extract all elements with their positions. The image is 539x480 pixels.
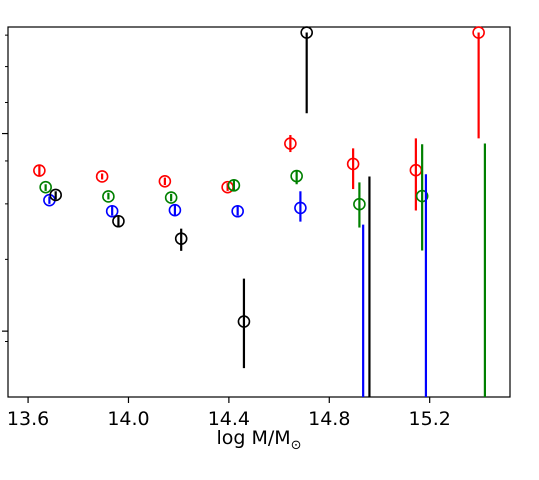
marker-s0-0 (33, 164, 46, 177)
marker-s0-2 (158, 174, 172, 188)
plot-frame (7, 26, 511, 398)
x-axis-label-subscript: ⊙ (291, 438, 302, 453)
x-tick-label-0: 13.6 (7, 408, 49, 430)
marker-s3-0 (49, 188, 62, 202)
point-s0-0 (33, 164, 46, 177)
x-axis-label: log M/M⊙ (216, 427, 301, 453)
marker-s2-3 (231, 204, 244, 218)
point-s3-4 (300, 26, 313, 114)
point-s0-2 (158, 174, 172, 188)
marker-s0-7 (472, 26, 485, 39)
point-s2-4 (294, 191, 307, 222)
x-axis-label-main: log M/M (216, 427, 290, 449)
marker-s1-3 (227, 179, 241, 192)
point-s3-0 (49, 188, 62, 202)
marker-s1-2 (164, 191, 178, 204)
point-s3-2 (174, 228, 188, 251)
marker-s1-1 (102, 190, 115, 203)
point-s3-1 (112, 214, 125, 228)
x-tick-label-2: 14.4 (208, 408, 250, 430)
point-s2-1 (105, 204, 119, 218)
point-s0-6 (409, 138, 423, 211)
marker-s3-4 (300, 26, 313, 39)
point-s0-4 (284, 135, 297, 153)
marker-s3-2 (174, 232, 188, 245)
point-s1-0 (39, 180, 52, 194)
marker-s2-2 (168, 203, 182, 217)
marker-s2-4 (294, 201, 307, 215)
marker-s3-3 (237, 315, 251, 328)
point-s3-3 (237, 278, 251, 369)
marker-s1-0 (39, 180, 52, 194)
marker-s3-1 (112, 214, 125, 228)
point-s1-1 (102, 190, 115, 203)
marker-s0-1 (95, 170, 109, 183)
point-s0-5 (346, 148, 360, 190)
marker-s0-4 (284, 137, 297, 150)
marker-s1-5 (353, 197, 366, 211)
x-tick-label-1: 14.0 (107, 408, 149, 430)
marker-s2-1 (105, 204, 119, 218)
marker-s1-4 (290, 169, 303, 183)
point-s0-1 (95, 170, 109, 183)
point-s1-6 (415, 144, 429, 251)
x-tick-label-3: 14.8 (308, 408, 350, 430)
point-s1-2 (164, 191, 178, 204)
marker-s0-5 (346, 157, 360, 171)
x-axis-ticks: 13.6 14.0 14.4 14.8 15.2 (7, 397, 451, 430)
point-s1-4 (290, 169, 303, 185)
point-s1-5 (353, 182, 366, 228)
data-markers (33, 26, 486, 397)
y-axis-ticks (2, 34, 8, 342)
point-s1-3 (227, 179, 241, 192)
point-s2-2 (168, 203, 182, 217)
marker-s1-6 (415, 189, 429, 203)
x-tick-label-4: 15.2 (409, 408, 451, 430)
point-s0-7 (472, 26, 485, 139)
point-s2-3 (231, 204, 244, 218)
